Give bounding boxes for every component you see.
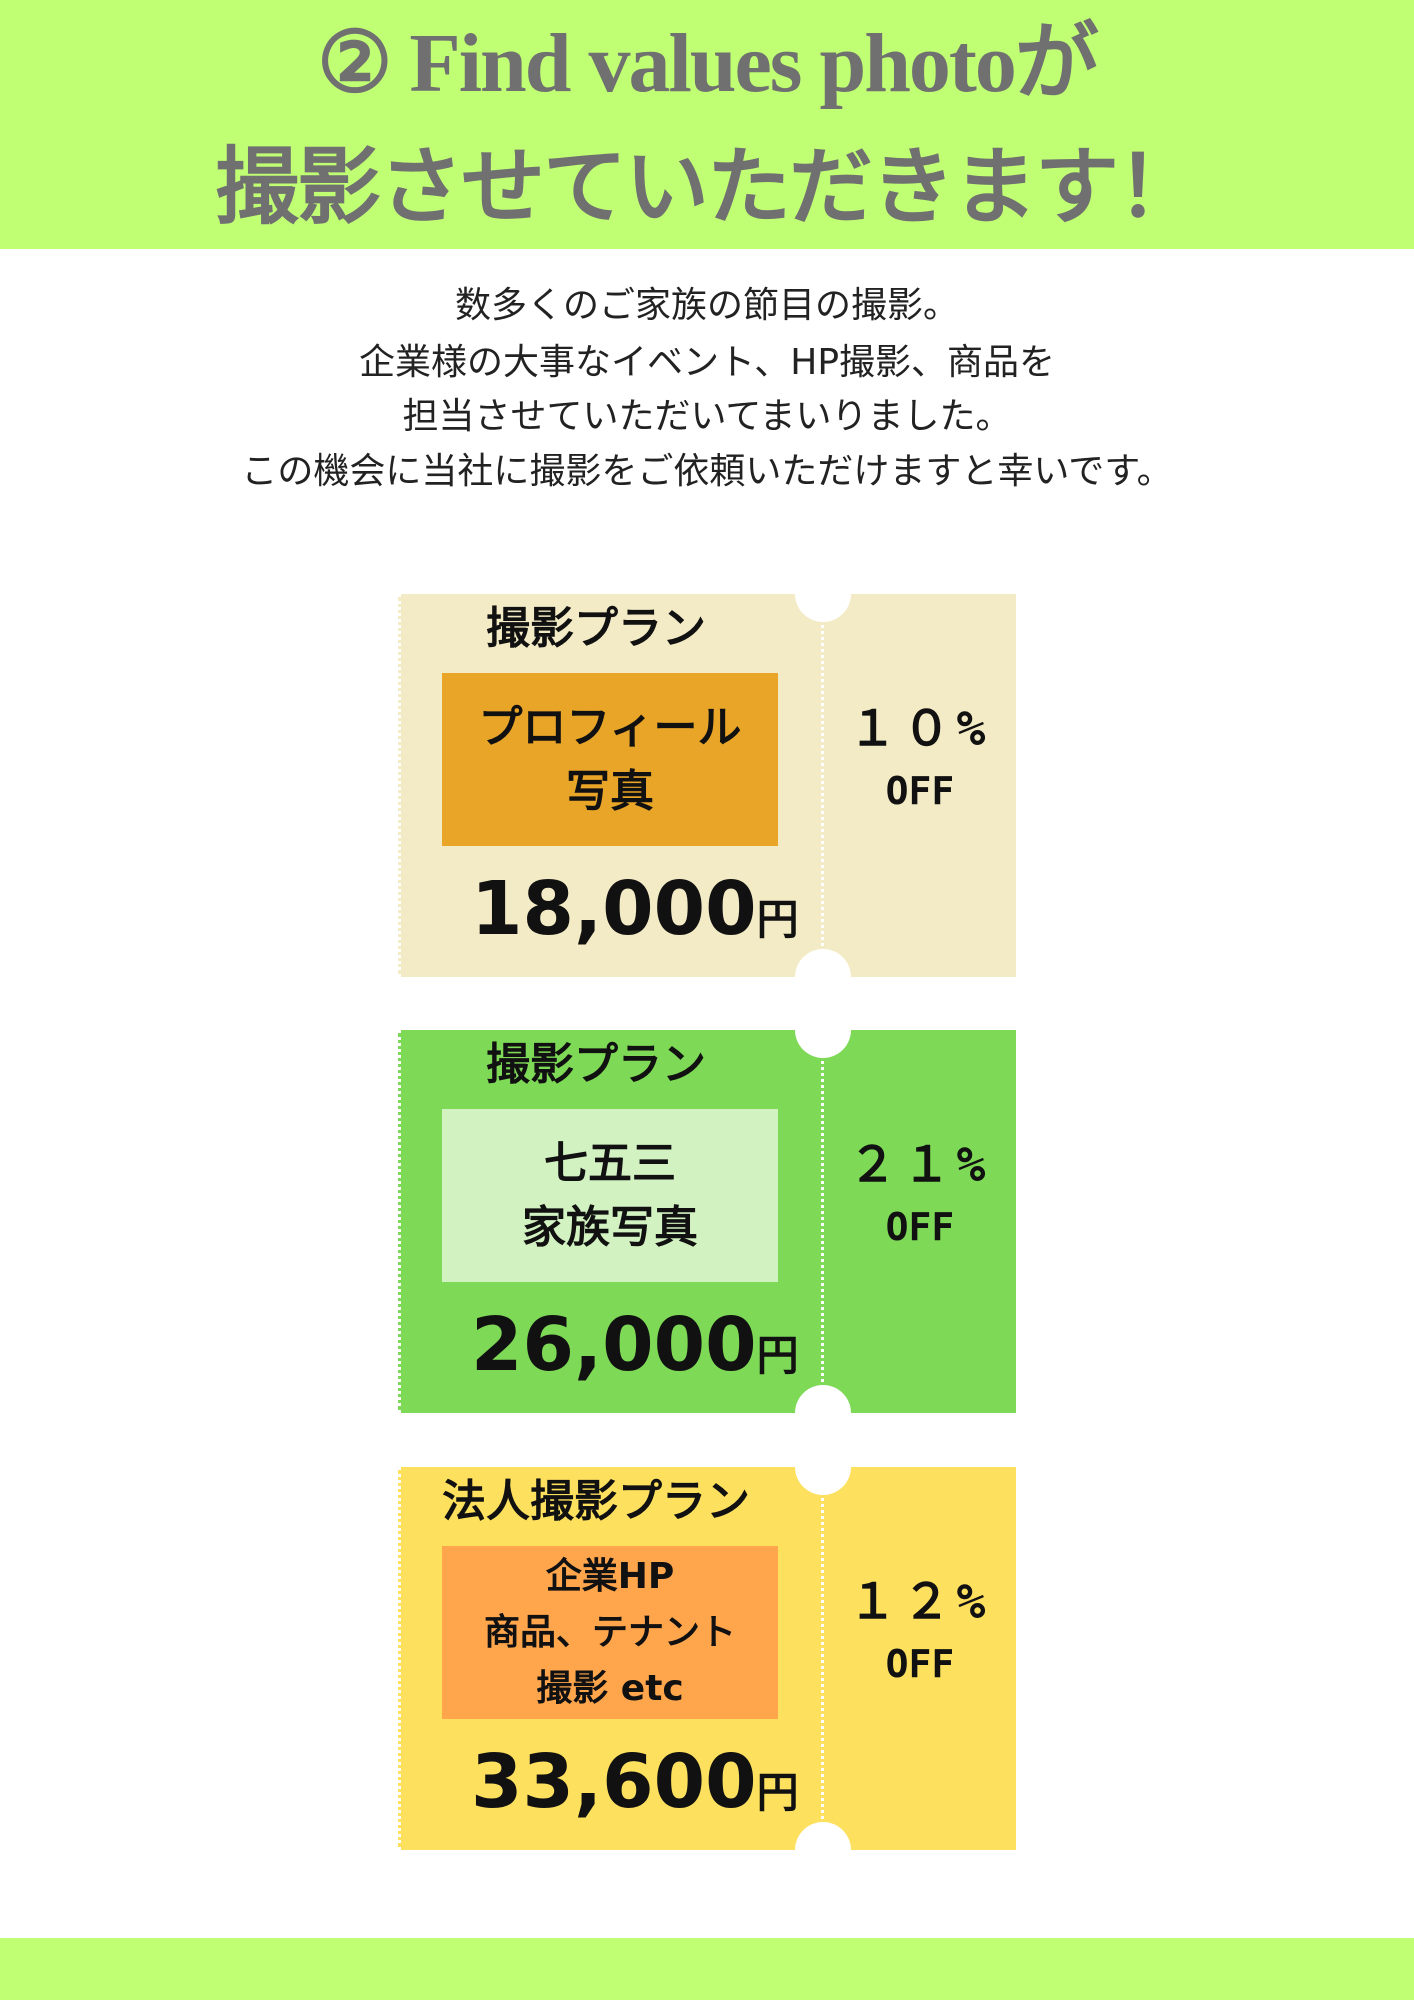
discount-off: OFF [885,769,955,813]
price: 18,000円 [471,864,799,965]
currency: 円 [756,1331,799,1380]
notch [795,1439,851,1495]
plan-line: 撮影 etc [536,1667,684,1709]
intro-line: 数多くのご家族の節目の撮影。 [454,285,959,326]
price-value: 18,000 [471,866,757,952]
intro-line: 担当させていただいてまいりました。 [402,396,1012,437]
price-value: 26,000 [471,1302,757,1388]
price: 26,000円 [471,1300,799,1401]
plan-line: 写真 [566,765,654,817]
perforation [821,1050,824,1393]
notch [795,949,851,1005]
perforation [821,1487,824,1830]
notch [795,566,851,622]
notch [795,1822,851,1878]
ticket-heading: 法人撮影プラン [442,1476,750,1527]
intro-line: 企業様の大事なイベント、HP撮影、商品を [358,342,1056,383]
header-band: ② Find values photoが 撮影させていただきます！ [0,0,1414,249]
currency: 円 [756,895,799,944]
price: 33,600円 [471,1737,799,1838]
footer-band [0,1938,1414,2000]
plan-line: 商品、テナント [483,1611,736,1653]
discount-off: OFF [885,1205,955,1249]
plan-line: 企業HP [545,1555,675,1597]
price-value: 33,600 [471,1739,757,1825]
ticket: 撮影プラン七五三家族写真 26,000円 ２１% OFF [398,1002,1016,1441]
discount: １２% [848,1574,992,1630]
title-line: 撮影させていただきます！ [214,142,1201,235]
discount-off: OFF [885,1642,955,1686]
notch [795,1002,851,1058]
intro-line: この機会に当社に撮影をご依頼いただけますと幸いです。 [241,451,1173,492]
currency: 円 [756,1768,799,1817]
ticket: 法人撮影プラン企業HP 商品、テナント 撮影 etc 33,600円 １２% OFF [398,1439,1016,1878]
plan-line: 家族写真 [522,1201,698,1253]
discount: １０% [848,701,992,757]
plan-box: 企業HP 商品、テナント 撮影 etc [442,1546,778,1719]
ticket-heading: 撮影プラン [486,1039,706,1090]
discount: ２１% [848,1137,992,1193]
plan-line: 七五三 [544,1137,676,1189]
plan-box: プロフィール 写真 [442,673,778,846]
title-line: ② Find values photoが [317,17,1099,110]
perforation [821,614,824,957]
ticket: 撮影プランプロフィール 写真 18,000円 １０% OFF [398,566,1016,1005]
plan-line: プロフィール [478,701,742,753]
ticket-heading: 撮影プラン [486,603,706,654]
notch [795,1385,851,1441]
plan-box: 七五三 家族写真 [442,1109,778,1282]
